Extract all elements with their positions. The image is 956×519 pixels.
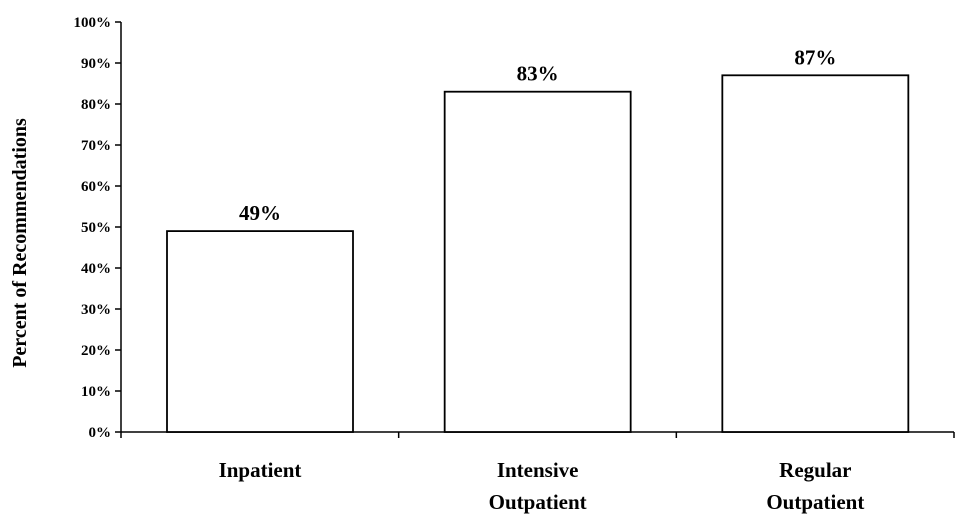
y-tick-label: 100%: [74, 15, 112, 31]
bar: [721, 74, 910, 433]
x-tick-label: Regular Outpatient: [766, 458, 864, 514]
x-tick-label: Inpatient: [219, 458, 302, 482]
x-tick-label: Intensive Outpatient: [489, 458, 587, 514]
y-axis-title: Percent of Recommendations: [9, 118, 31, 368]
x-axis: Inpatient Intensive Outpatient Regular Outpa…: [121, 431, 955, 514]
y-tick-label: 10%: [81, 384, 111, 400]
y-tick-label: 90%: [81, 56, 111, 72]
y-tick-label: 30%: [81, 302, 111, 318]
bars: [166, 74, 910, 433]
y-tick-label: 80%: [81, 97, 111, 113]
y-tick-label: 50%: [81, 220, 111, 236]
y-tick-label: 60%: [81, 179, 111, 195]
data-label: 87%: [794, 45, 836, 69]
y-tick-label: 70%: [81, 138, 111, 154]
bar: [443, 90, 632, 433]
y-tick-label: 20%: [81, 343, 111, 359]
y-tick-label: 0%: [89, 425, 112, 441]
data-labels: 49% 83% 87%: [239, 45, 836, 225]
y-axis: 0% 10% 20% 30% 40% 50% 60% 70% 80% 90% 100%: [74, 15, 122, 441]
y-tick-label: 40%: [81, 261, 111, 277]
bar: [166, 230, 354, 433]
data-label: 49%: [239, 201, 281, 225]
data-label: 83%: [517, 62, 559, 86]
